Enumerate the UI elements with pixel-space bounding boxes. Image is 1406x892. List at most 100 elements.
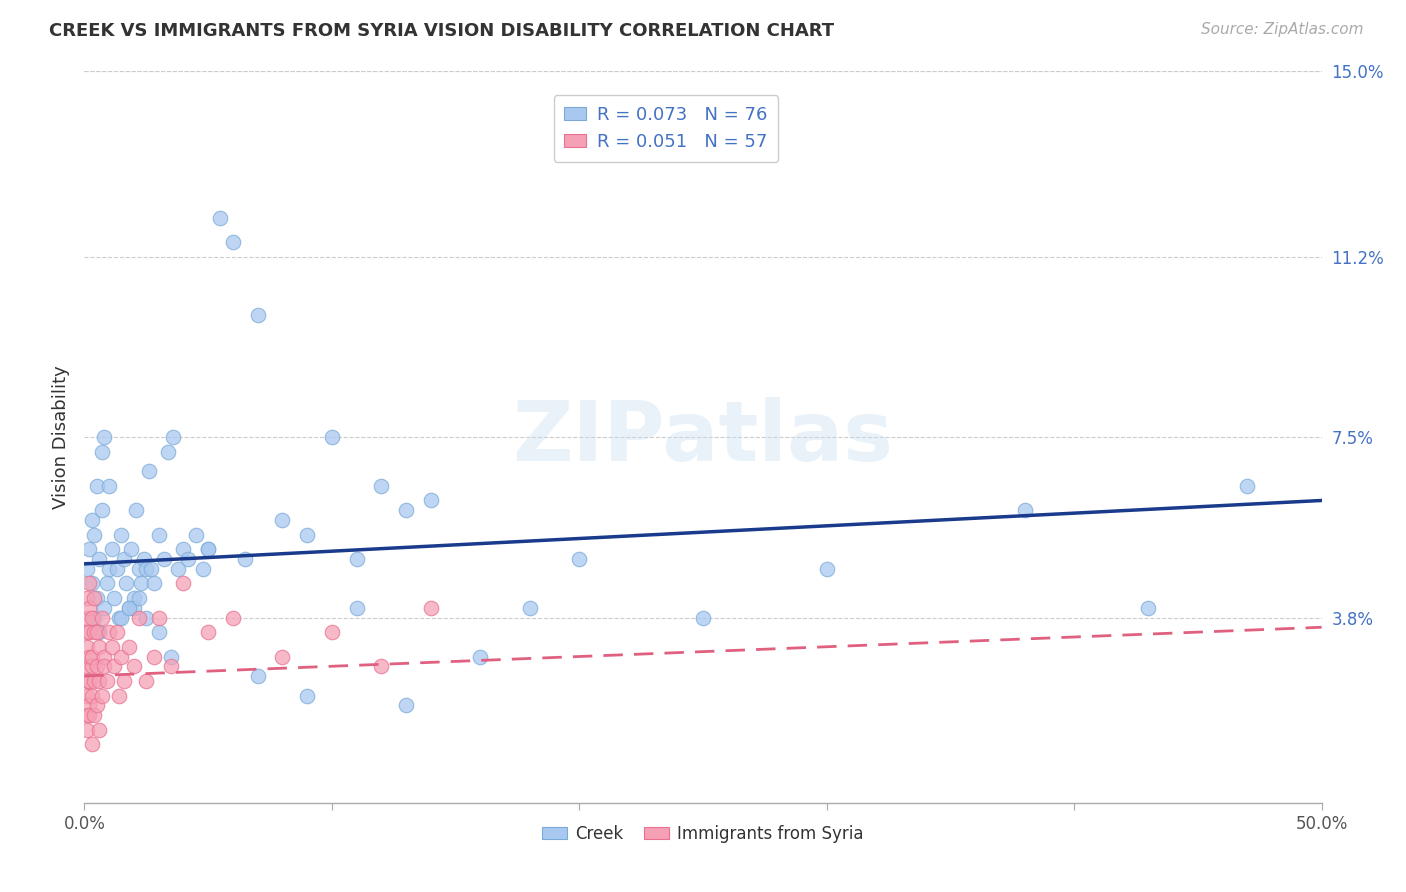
Point (79, 649, 101, 664)
Point (184, 527, 207, 541)
Point (295, 689, 318, 703)
Point (110, 527, 132, 541)
Point (162, 430, 184, 444)
Point (98, 625, 121, 640)
Point (172, 576, 194, 591)
Text: ZIPatlas: ZIPatlas (513, 397, 893, 477)
Text: CREEK VS IMMIGRANTS FROM SYRIA VISION DISABILITY CORRELATION CHART: CREEK VS IMMIGRANTS FROM SYRIA VISION DI… (49, 22, 834, 40)
Point (692, 610, 714, 624)
Point (370, 659, 392, 673)
Point (105, 562, 128, 576)
Point (76, 659, 98, 673)
Point (1236, 479, 1258, 493)
Point (80, 737, 103, 751)
Point (90, 689, 112, 703)
Point (122, 600, 145, 615)
Point (148, 625, 170, 640)
Point (76, 640, 98, 654)
Point (172, 542, 194, 557)
Point (110, 649, 132, 664)
Point (110, 610, 132, 624)
Point (90, 503, 112, 517)
Point (83, 527, 105, 541)
Point (83, 673, 105, 688)
Point (167, 562, 190, 576)
Point (103, 659, 125, 673)
Point (128, 562, 150, 576)
Point (96, 673, 118, 688)
Point (108, 610, 131, 624)
Point (100, 542, 122, 557)
Point (118, 640, 141, 654)
Point (271, 513, 294, 527)
Point (86, 625, 108, 640)
Point (1014, 503, 1036, 517)
Point (148, 527, 170, 541)
Point (112, 552, 135, 566)
Point (132, 552, 155, 566)
Point (79, 673, 101, 688)
Point (98, 479, 121, 493)
Point (115, 576, 138, 591)
Point (271, 649, 294, 664)
Point (76, 625, 98, 640)
Point (90, 610, 112, 624)
Point (76, 689, 98, 703)
Point (79, 698, 101, 713)
Point (370, 479, 392, 493)
Point (80, 513, 103, 527)
Point (76, 708, 98, 723)
Point (519, 600, 541, 615)
Point (76, 562, 98, 576)
Text: Source: ZipAtlas.com: Source: ZipAtlas.com (1201, 22, 1364, 37)
Point (76, 673, 98, 688)
Point (122, 659, 145, 673)
Point (105, 625, 128, 640)
Point (100, 640, 122, 654)
Point (86, 659, 108, 673)
Point (90, 444, 112, 458)
Point (346, 552, 368, 566)
Point (79, 576, 101, 591)
Point (93, 600, 115, 615)
Point (83, 591, 105, 605)
Point (395, 698, 418, 713)
Point (395, 503, 418, 517)
Point (93, 649, 115, 664)
Point (222, 610, 245, 624)
Point (86, 698, 108, 713)
Point (246, 308, 269, 322)
Point (118, 600, 141, 615)
Point (346, 600, 368, 615)
Point (89, 552, 111, 566)
Legend: Creek, Immigrants from Syria: Creek, Immigrants from Syria (536, 818, 870, 849)
Point (135, 610, 157, 624)
Point (79, 542, 101, 557)
Point (142, 576, 165, 591)
Point (197, 542, 219, 557)
Point (98, 562, 121, 576)
Point (80, 659, 103, 673)
Point (112, 673, 135, 688)
Point (86, 479, 108, 493)
Point (135, 673, 157, 688)
Point (295, 527, 318, 541)
Point (233, 552, 256, 566)
Point (128, 591, 150, 605)
Point (89, 625, 111, 640)
Point (89, 723, 111, 737)
Point (419, 600, 441, 615)
Point (246, 669, 269, 683)
Point (80, 576, 103, 591)
Point (76, 610, 98, 624)
Point (129, 576, 152, 591)
Point (177, 552, 200, 566)
Point (197, 625, 219, 640)
Point (125, 503, 148, 517)
Point (160, 649, 183, 664)
Point (83, 625, 105, 640)
Point (93, 430, 115, 444)
Point (76, 723, 98, 737)
Point (157, 444, 180, 458)
Point (142, 649, 165, 664)
